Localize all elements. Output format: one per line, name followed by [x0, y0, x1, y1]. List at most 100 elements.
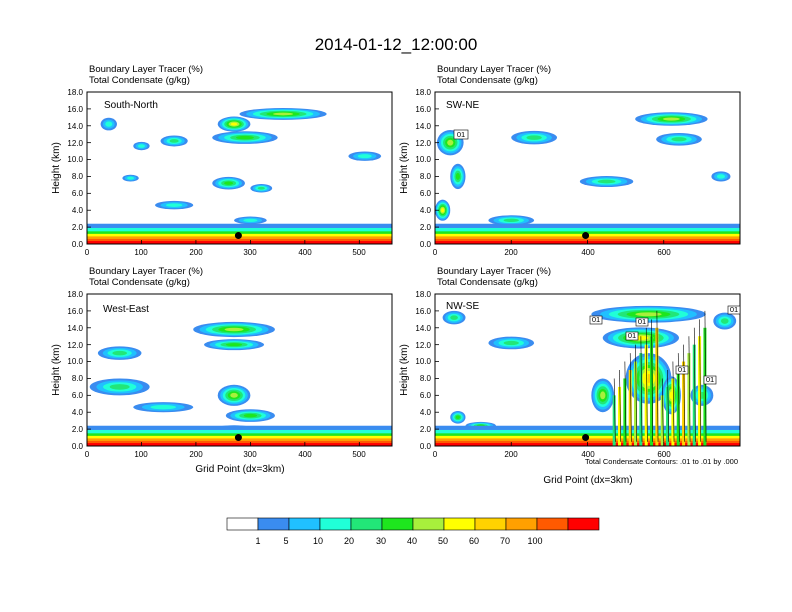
- colorbar-label: 5: [283, 536, 288, 546]
- condensate-contour: [629, 353, 632, 442]
- x-tick-label: 100: [134, 248, 148, 257]
- condensate-contour: [661, 378, 664, 442]
- contour-label-text: 01: [730, 305, 738, 314]
- cloud-cell: [455, 415, 460, 420]
- x-tick-label: 200: [504, 450, 518, 459]
- cloud-cell: [112, 350, 127, 356]
- y-tick-label: 2.0: [72, 425, 84, 434]
- y-tick-label: 0.0: [72, 442, 84, 451]
- panel-subtitle-tracer: Boundary Layer Tracer (%): [437, 266, 551, 277]
- plot-frame: [86, 91, 393, 245]
- y-axis-label: Height (km): [399, 344, 410, 396]
- colorbar: 1 5 10 20 30 40 50 60 70 100: [226, 517, 600, 546]
- colorbar-box: [474, 517, 507, 531]
- x-tick-label: 0: [433, 450, 438, 459]
- plot-area: [86, 91, 393, 245]
- y-tick-label: 14.0: [415, 122, 431, 131]
- x-tick-label: 400: [298, 450, 312, 459]
- x-tick-label: 200: [504, 248, 518, 257]
- condensate-contour: [640, 336, 643, 442]
- cloud-cell: [671, 137, 687, 142]
- y-tick-label: 18.0: [415, 290, 431, 299]
- panel-subtitle-condensate: Total Condensate (g/kg): [437, 277, 538, 288]
- colorbar-label: 20: [344, 536, 354, 546]
- panel-label: NW-SE: [446, 301, 479, 312]
- condensate-contour: [651, 319, 653, 442]
- y-tick-label: 4.0: [72, 206, 84, 215]
- contour-label-text: 01: [638, 317, 646, 326]
- colorbar-box: [381, 517, 414, 531]
- y-axis-label: Height (km): [399, 142, 410, 194]
- y-axis-label: Height (km): [51, 344, 62, 396]
- colorbar-box: [536, 517, 569, 531]
- colorbar-label: 70: [500, 536, 510, 546]
- y-tick-label: 10.0: [67, 155, 83, 164]
- convective-column: [698, 336, 702, 446]
- panel-label: South-North: [104, 100, 158, 111]
- x-tick-label: 200: [189, 248, 203, 257]
- y-tick-label: 2.0: [72, 223, 84, 232]
- colorbar-boxes: [226, 517, 600, 531]
- x-tick-label: 300: [243, 248, 257, 257]
- y-tick-label: 12.0: [415, 341, 431, 350]
- y-tick-label: 16.0: [67, 105, 83, 114]
- condensate-contour: [624, 361, 627, 442]
- contour-label-text: 01: [706, 375, 714, 384]
- convective-column: [628, 370, 632, 446]
- y-tick-label: 14.0: [67, 122, 83, 131]
- condensate-contour: [683, 344, 686, 442]
- convective-column: [639, 353, 643, 446]
- y-tick-label: 12.0: [415, 139, 431, 148]
- y-tick-labels: 0.0 2.0 4.0 6.0 8.0 10.0 12.0 14.0 16.0 …: [415, 88, 431, 249]
- cloud-cell: [105, 121, 113, 127]
- y-tick-label: 10.0: [67, 357, 83, 366]
- contour-label-text: 01: [592, 315, 600, 324]
- cloud-cell: [441, 208, 445, 213]
- y-tick-labels: 0.0 2.0 4.0 6.0 8.0 10.0 12.0 14.0 16.0 …: [67, 88, 83, 249]
- y-tick-label: 2.0: [420, 425, 432, 434]
- y-tick-label: 0.0: [72, 240, 84, 249]
- cloud-cell: [447, 139, 454, 146]
- y-tick-label: 16.0: [415, 307, 431, 316]
- figure-title: 2014-01-12_12:00:00: [315, 35, 478, 54]
- cloud-cell: [455, 172, 460, 180]
- cloud-cell: [137, 144, 145, 148]
- colorbar-label: 30: [376, 536, 386, 546]
- x-tick-label: 0: [433, 248, 438, 257]
- y-tick-label: 6.0: [72, 189, 84, 198]
- y-tick-label: 0.0: [420, 240, 432, 249]
- colorbar-box: [567, 517, 600, 531]
- condensate-contour: [619, 369, 621, 442]
- y-tick-label: 10.0: [415, 155, 431, 164]
- y-tick-label: 16.0: [67, 307, 83, 316]
- y-tick-label: 6.0: [420, 189, 432, 198]
- x-axis-label: Grid Point (dx=3km): [195, 464, 284, 475]
- convective-column: [655, 327, 659, 446]
- y-tick-label: 2.0: [420, 223, 432, 232]
- cloud-cell: [243, 413, 258, 418]
- convective-column: [618, 386, 622, 446]
- cloud-cell: [225, 343, 243, 347]
- cloud-cell: [663, 117, 680, 121]
- y-tick-label: 6.0: [72, 391, 84, 400]
- cloud-cell: [243, 218, 258, 222]
- y-tick-label: 4.0: [72, 408, 84, 417]
- y-tick-label: 6.0: [420, 391, 432, 400]
- colorbar-box: [319, 517, 352, 531]
- cloud-cell: [600, 391, 606, 400]
- x-tick-label: 600: [657, 450, 671, 459]
- panel-label: West-East: [103, 304, 149, 315]
- y-tick-label: 12.0: [67, 139, 83, 148]
- x-axis-label: Grid Point (dx=3km): [543, 475, 632, 486]
- cloud-cell: [230, 392, 238, 398]
- x-tick-labels: 0 200 400 600: [433, 450, 671, 459]
- colorbar-label: 10: [313, 536, 323, 546]
- x-tick-label: 400: [581, 248, 595, 257]
- cloud-cell: [169, 139, 179, 143]
- convective-column: [687, 353, 691, 446]
- y-tick-label: 14.0: [67, 324, 83, 333]
- panel-subtitle-tracer: Boundary Layer Tracer (%): [437, 64, 551, 75]
- y-tick-label: 0.0: [420, 442, 432, 451]
- y-tick-label: 8.0: [72, 172, 84, 181]
- colorbar-box: [288, 517, 321, 531]
